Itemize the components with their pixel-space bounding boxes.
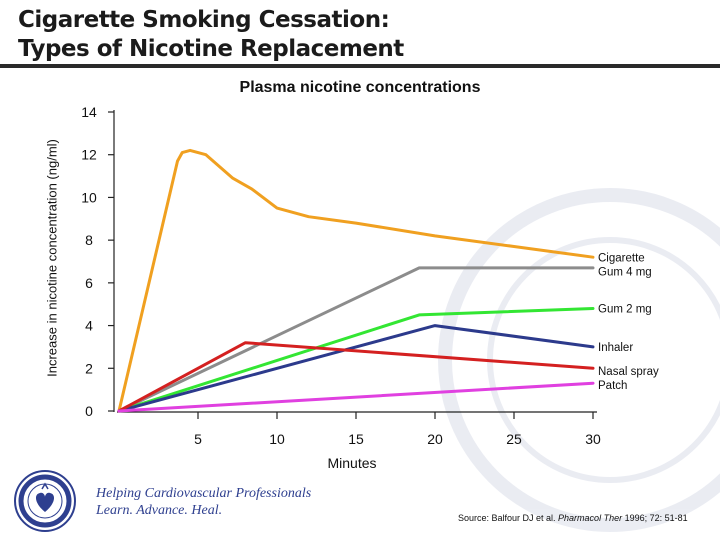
end-label: Inhaler [598,342,633,354]
end-label: Nasal spray [598,366,659,378]
y-tick-label: 6 [85,275,93,291]
series-group [117,148,595,413]
y-tick-label: 12 [81,147,97,163]
series-line-gum-2-mg [117,307,595,413]
x-tick-label: 30 [585,431,601,447]
end-label: Gum 2 mg [598,303,652,315]
tagline: Helping Cardiovascular Professionals Lea… [96,485,311,519]
axes: 0 2 4 6 8 10 12 14 5 10 15 20 25 30 [81,104,601,447]
title-divider [0,64,720,68]
source-suffix: 1996; 72: 51-81 [622,513,688,523]
end-label: Gum 4 mg [598,267,652,279]
series-line-cigarette [117,148,595,413]
source-citation: Source: Balfour DJ et al. Pharmacol Ther… [458,513,688,523]
x-tick-label: 5 [194,431,202,447]
x-tick-label: 15 [348,431,364,447]
end-label: Patch [598,380,627,392]
series-line-gum-4-mg [117,266,595,413]
y-tick-label: 4 [85,318,93,334]
source-prefix: Source: Balfour DJ et al. [458,513,559,523]
end-label: Cigarette [598,253,645,265]
x-tick-label: 10 [269,431,285,447]
acc-logo-icon [14,470,76,532]
x-tick-label: 20 [427,431,443,447]
tagline-line2: Learn. Advance. Heal. [96,503,223,518]
y-tick-label: 0 [85,403,93,419]
source-journal: Pharmacol Ther [558,513,623,523]
series-line-patch [117,381,595,413]
x-tick-label: 25 [506,431,522,447]
slide-title-line2: Types of Nicotine Replacement [18,36,404,62]
y-tick-label: 2 [85,360,93,376]
series-line-nasal-spray [117,341,595,413]
slide-title: Cigarette Smoking Cessation: Types of Ni… [18,6,404,64]
x-axis-label: Minutes [327,455,377,471]
tagline-line1: Helping Cardiovascular Professionals [96,486,312,501]
y-tick-label: 8 [85,232,93,248]
end-labels: Cigarette Gum 4 mg Gum 2 mg Inhaler Nasal sp… [598,253,659,392]
y-tick-label: 10 [81,189,97,205]
series-line-inhaler [117,324,595,413]
y-tick-label: 14 [81,104,97,120]
slide-title-line1: Cigarette Smoking Cessation: [18,7,390,33]
chart-title: Plasma nicotine concentrations [239,79,481,96]
